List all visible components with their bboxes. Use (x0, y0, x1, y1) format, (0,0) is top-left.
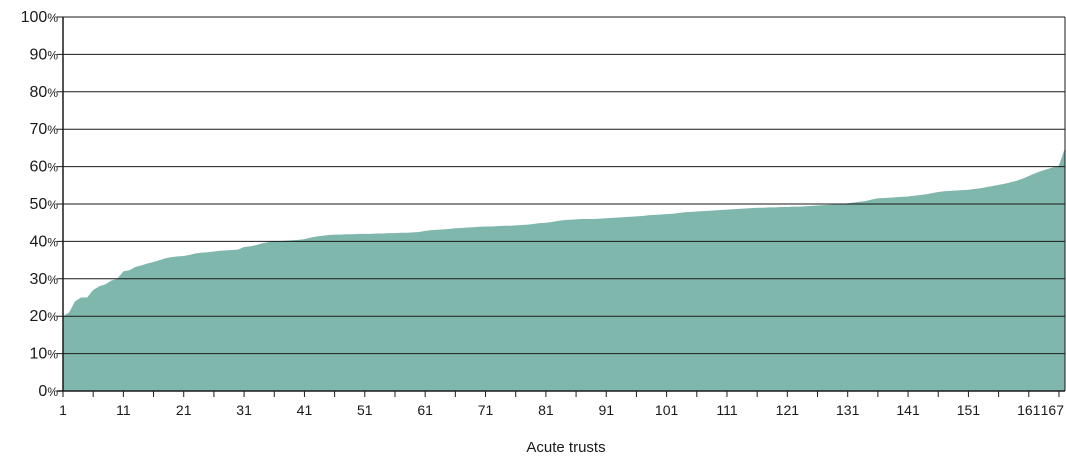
x-tick-label: 121 (776, 402, 800, 418)
x-tick-label: 31 (236, 402, 252, 418)
y-tick-label: 60% (30, 159, 59, 176)
y-tick-label: 40% (30, 233, 59, 250)
x-tick-label: 101 (655, 402, 679, 418)
y-tick-label: 90% (30, 46, 59, 63)
y-tick-label: 10% (30, 346, 59, 363)
y-tick-label: 70% (30, 121, 59, 138)
y-tick-label: 20% (30, 308, 59, 325)
y-tick-label: 30% (30, 271, 59, 288)
y-tick-label: 0% (38, 383, 58, 400)
area-series (63, 147, 1065, 391)
x-tick-label: 61 (417, 402, 433, 418)
x-axis-label: Acute trusts (526, 439, 605, 456)
x-tick-label: 167 (1041, 402, 1065, 418)
y-axis-ticks: 0% 10% 20% 30% 40% 50% 60% 70% 80% 90% 100% (21, 9, 59, 400)
x-axis-ticks: 1 11 21 31 41 51 61 71 81 91 101 111 121 131 141 151 161… (59, 402, 1064, 418)
x-tick-label: 141 (896, 402, 920, 418)
y-tick-label: 100% (21, 9, 59, 26)
x-tick-label: 81 (538, 402, 554, 418)
grid-layer (57, 16, 1066, 397)
x-tick-label: 11 (116, 402, 131, 418)
x-tick-label: 41 (297, 402, 313, 418)
area-layer (63, 147, 1065, 391)
y-tick-label: 50% (30, 196, 59, 213)
x-tick-label: 111 (716, 402, 737, 418)
x-tick-label: 21 (176, 402, 192, 418)
x-tick-label: 1 (59, 402, 67, 418)
x-tick-label: 131 (836, 402, 860, 418)
x-tick-label: 71 (478, 402, 494, 418)
y-tick-label: 80% (30, 84, 59, 101)
x-tick-label: 161 (1017, 402, 1041, 418)
x-tick-label: 91 (598, 402, 614, 418)
x-tick-label: 151 (957, 402, 981, 418)
x-tick-label: 51 (357, 402, 373, 418)
